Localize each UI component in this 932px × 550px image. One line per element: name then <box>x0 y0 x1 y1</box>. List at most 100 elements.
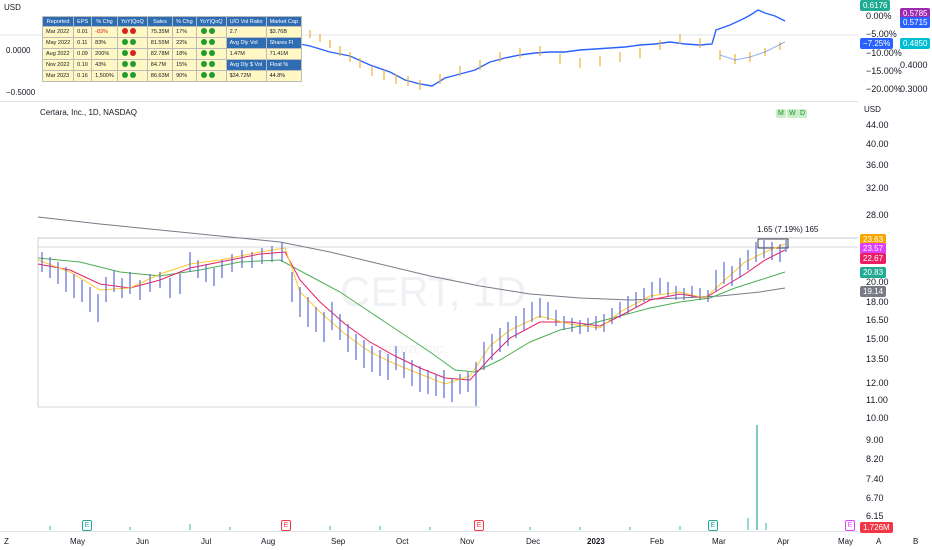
x-axis-label: Jul <box>201 537 212 546</box>
x-axis-label: Mar <box>712 537 726 546</box>
top-price-bars <box>299 28 781 90</box>
green-dot-icon <box>200 39 207 45</box>
table-cell: Mar 2022 <box>41 26 75 38</box>
green-dot-icon <box>208 39 215 45</box>
top-left-label-1: −0.5000 <box>6 88 36 97</box>
relative-strength-line <box>289 9 786 87</box>
timeframe-w-button[interactable]: W <box>787 109 798 118</box>
green-dot-icon <box>200 72 207 78</box>
axis-label: 28.00 <box>866 210 889 220</box>
green-dot-icon <box>208 61 215 67</box>
earnings-marker[interactable]: E <box>474 520 484 531</box>
x-axis-label: 2023 <box>587 537 605 546</box>
earnings-marker[interactable]: E <box>708 520 718 531</box>
eps-trend-dots <box>116 26 148 38</box>
axis-label: 32.00 <box>866 183 889 193</box>
measure-box <box>757 238 789 249</box>
table-header: YoY|QoQ <box>116 16 148 27</box>
watermark-symbol: CERT, 1D <box>340 268 526 315</box>
symbol-title[interactable]: Certara, Inc., 1D, NASDAQ <box>40 108 137 117</box>
axis-label: 8.20 <box>866 454 884 464</box>
top-price-trace <box>719 41 786 61</box>
axis-label: 18.00 <box>866 297 889 307</box>
axis-label: 9.00 <box>866 435 884 445</box>
table-cell: $3.76B <box>265 26 303 38</box>
table-header: % Chg <box>91 16 118 27</box>
axis-label: 44.00 <box>866 120 889 130</box>
log-scale-button[interactable]: B <box>913 537 919 546</box>
table-cell: 86.63M <box>146 70 174 82</box>
axis-label: 20.00 <box>866 277 889 287</box>
eps-trend-dots <box>116 48 148 60</box>
red-dot-icon <box>129 28 136 34</box>
green-dot-icon <box>200 61 207 67</box>
red-dot-icon <box>121 28 128 34</box>
top-badge-3: −7.25% <box>860 38 894 49</box>
top-pct-label-1: −5.00% <box>866 29 897 39</box>
axis-label: 6.70 <box>866 493 884 503</box>
table-cell: Float % <box>265 59 303 71</box>
earnings-table: Reported EPS % Chg YoY|QoQ Sales % Chg Y… <box>41 16 303 82</box>
top-badge-2: 0.5715 <box>900 17 931 28</box>
green-dot-icon <box>121 61 128 67</box>
x-axis-label: Feb <box>650 537 664 546</box>
x-axis-label: May <box>838 537 854 546</box>
top-value-label-1: 0.3000 <box>900 84 928 94</box>
sales-trend-dots <box>195 70 227 82</box>
volume-bars <box>49 425 767 530</box>
earnings-marker[interactable]: E <box>845 520 855 531</box>
table-header: Reported <box>41 16 75 27</box>
table-row: Nov 2022 0.10 43% 84.7M 15% Avg Dly $ Vol Floa… <box>41 59 303 71</box>
x-axis-label: Oct <box>396 537 409 546</box>
table-cell: 1.47M <box>225 48 267 60</box>
sales-trend-dots <box>195 37 227 49</box>
top-currency-label: USD <box>4 3 21 12</box>
axis-label: 11.00 <box>866 395 888 405</box>
eps-trend-dots <box>116 37 148 49</box>
x-axis-label: Nov <box>460 537 475 546</box>
timeframe-m-button[interactable]: M <box>776 109 786 118</box>
top-badge-0: 0.6176 <box>860 0 891 11</box>
main-currency-label: USD <box>864 105 881 114</box>
sales-trend-dots <box>195 48 227 60</box>
sales-trend-dots <box>195 59 227 71</box>
table-cell: 200% <box>91 48 118 60</box>
volume-badge: 1.726M <box>860 522 893 533</box>
top-pct-label-2: −10.00% <box>866 48 902 58</box>
table-row: Mar 2022 0.01 -83% 75.35M 17% 2.7 $3.76B <box>41 26 303 38</box>
price-badge-ma200: 19.14 <box>860 286 887 297</box>
top-pct-label-4: −20.00% <box>866 84 902 94</box>
x-axis-label: Apr <box>777 537 790 546</box>
axis-label: 36.00 <box>866 160 889 170</box>
green-dot-icon <box>129 72 136 78</box>
axis-label: 16.50 <box>866 315 889 325</box>
table-cell: 43% <box>91 59 118 71</box>
green-dot-icon <box>208 50 215 56</box>
timeframe-d-button[interactable]: D <box>798 109 808 118</box>
top-badge-4: 0.4850 <box>900 38 931 49</box>
eps-trend-dots <box>116 59 148 71</box>
green-dot-icon <box>121 39 128 45</box>
table-cell: 0.11 <box>73 37 93 49</box>
earnings-marker[interactable]: E <box>281 520 291 531</box>
x-axis-label: May <box>70 537 86 546</box>
table-header: % Chg <box>172 16 197 27</box>
axis-label: 6.15 <box>866 511 884 521</box>
table-cell: 75.35M <box>146 26 174 38</box>
table-cell: Mar 2023 <box>41 70 75 82</box>
red-dot-icon <box>129 50 136 56</box>
sales-trend-dots <box>195 26 227 38</box>
corner-z-button[interactable]: Z <box>4 537 9 546</box>
table-cell: May 2022 <box>41 37 75 49</box>
table-cell: 44.8% <box>265 70 303 82</box>
table-cell: 84.7M <box>146 59 174 71</box>
table-cell: 90% <box>172 70 197 82</box>
table-cell: 17% <box>172 26 197 38</box>
table-cell: Avg Dly $ Vol <box>225 59 267 71</box>
green-dot-icon <box>200 50 207 56</box>
table-cell: 83% <box>91 37 118 49</box>
earnings-marker[interactable]: E <box>82 520 92 531</box>
auto-scale-button[interactable]: A <box>876 537 882 546</box>
price-chart <box>37 216 858 530</box>
top-value-label-0: 0.4000 <box>900 60 928 70</box>
